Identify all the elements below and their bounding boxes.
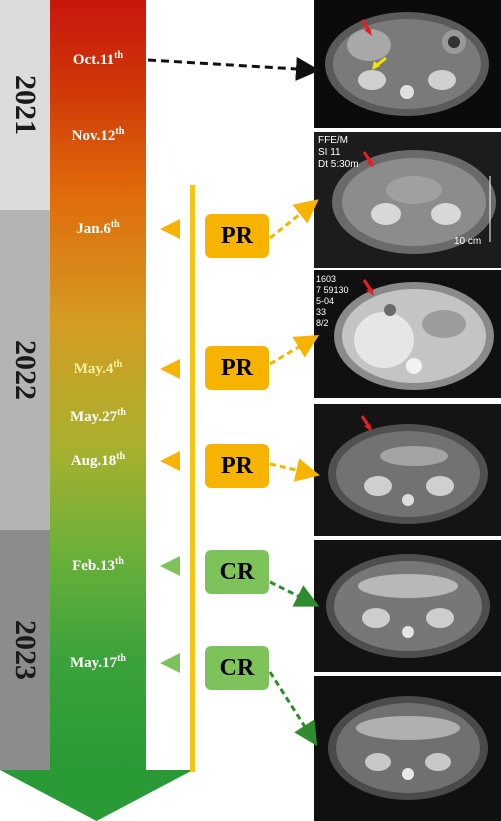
response-badge-cr-2: CR bbox=[205, 646, 269, 690]
date-feb-13: Feb.13th bbox=[72, 556, 124, 574]
scan-image-2: FFE/M SI 11 Dt 5:30m 10 cm bbox=[314, 132, 501, 268]
scan-image-3: 1603 7 59130 5-04 33 8/2 bbox=[314, 270, 501, 398]
scan3-info-line-4: 33 bbox=[316, 307, 326, 317]
year-label-2021: 2021 bbox=[9, 75, 42, 135]
scan2-scale-label: 10 cm bbox=[454, 236, 481, 247]
scan3-info-line-3: 5-04 bbox=[316, 296, 334, 306]
date-nov-12: Nov.12th bbox=[71, 126, 125, 144]
scan2-info-line-1: FFE/M bbox=[318, 135, 348, 146]
date-may-27: May.27th bbox=[70, 407, 126, 425]
date-aug-18: Aug.18th bbox=[70, 451, 126, 469]
date-may-17: May.17th bbox=[70, 653, 126, 671]
response-badge-pr-1: PR bbox=[205, 214, 269, 258]
pointer-triangle-aug-18 bbox=[160, 451, 180, 471]
date-jan-6: Jan.6th bbox=[76, 219, 120, 237]
connector-pr-1 bbox=[269, 199, 319, 240]
scan3-info-line-5: 8/2 bbox=[316, 318, 329, 328]
scan-image-1 bbox=[314, 0, 501, 128]
response-badge-pr-3: PR bbox=[205, 444, 269, 488]
pointer-triangle-feb-13 bbox=[160, 556, 180, 576]
response-badge-pr-2: PR bbox=[205, 346, 269, 390]
date-may-4: May.4th bbox=[73, 359, 123, 377]
connector-pr-2 bbox=[269, 334, 320, 366]
connector-pr-3 bbox=[269, 458, 320, 482]
scan-image-6 bbox=[314, 676, 501, 821]
year-label-2022: 2022 bbox=[9, 340, 42, 400]
scan3-info-line-1: 1603 bbox=[316, 274, 336, 284]
year-band-2021: 2021 bbox=[0, 0, 50, 210]
connector-oct-11 bbox=[147, 56, 320, 81]
scan3-info-line-2: 7 59130 bbox=[316, 285, 349, 295]
pointer-triangle-may-4 bbox=[160, 359, 180, 379]
connector-cr-2 bbox=[268, 671, 318, 747]
pointer-triangle-may-17 bbox=[160, 653, 180, 673]
response-badge-cr-1: CR bbox=[205, 550, 269, 594]
year-label-2023: 2023 bbox=[9, 620, 42, 680]
year-band-2022: 2022 bbox=[0, 210, 50, 530]
timeline-arrow-head bbox=[0, 770, 193, 821]
response-timeline-line bbox=[190, 185, 195, 772]
timeline-arrow-body bbox=[50, 0, 146, 770]
connector-cr-1 bbox=[269, 580, 320, 607]
scan2-info-line-2: SI 11 bbox=[318, 147, 341, 158]
scan-image-4 bbox=[314, 404, 501, 536]
scan2-info-line-3: Dt 5:30m bbox=[318, 159, 359, 170]
scan-image-5 bbox=[314, 540, 501, 672]
year-band-2023: 2023 bbox=[0, 530, 50, 770]
pointer-triangle-jan-6 bbox=[160, 219, 180, 239]
date-oct-11: Oct.11th bbox=[72, 50, 124, 68]
